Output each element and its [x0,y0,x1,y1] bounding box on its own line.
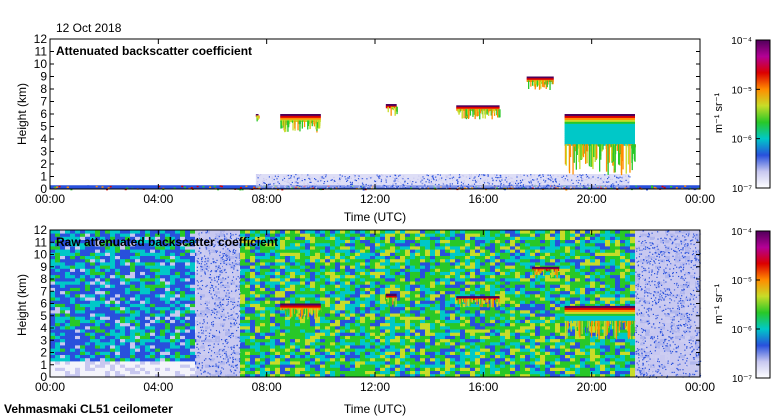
title-bottom: Raw attenuated backscatter coefficient [56,235,278,249]
x-tick-label: 08:00 [252,380,282,394]
feature-clear-gap [196,230,241,378]
x-tick-label: 12:00 [360,380,390,394]
y-tick-label: 1 [40,170,47,184]
y-tick-label: 0 [40,370,47,384]
y-tick-label: 8 [40,272,47,286]
colorbar-unit-bottom: m⁻¹ sr⁻¹ [713,284,725,325]
xlabel-top: Time (UTC) [344,210,406,224]
colorbar-tick-label: 10⁻⁶ [731,135,752,146]
y-tick-label: 3 [40,145,47,159]
y-tick-label: 0 [40,182,47,196]
feature-cloud [385,293,398,308]
y-tick-label: 12 [34,223,48,237]
colorbar-tick-label: 10⁻⁵ [731,276,752,287]
y-tick-label: 4 [40,321,47,335]
y-tick-label: 10 [34,248,48,262]
noise-field [50,230,701,378]
y-tick-label: 9 [40,260,47,274]
y-tick-label: 5 [40,309,47,323]
y-tick-label: 7 [40,95,47,109]
y-tick-label: 1 [40,358,47,372]
colorbar-tick-label: 10⁻⁶ [731,325,752,336]
y-tick-label: 4 [40,132,47,146]
x-tick-label: 08:00 [252,192,282,206]
ylabel-bottom: Height (km) [15,274,29,336]
y-tick-label: 9 [40,70,47,84]
instrument-label: Vehmasmaki CL51 ceilometer [4,402,173,416]
feature-cloud [456,105,501,120]
x-tick-label: 20:00 [577,380,607,394]
feature-cloud [280,114,321,133]
feature-cloud [564,114,636,176]
x-tick-label: 12:00 [360,192,390,206]
colorbar-tick-label: 10⁻⁷ [732,374,752,385]
colorbar-gradient [755,39,771,189]
ylabel-top: Height (km) [15,83,29,145]
y-tick-label: 2 [40,157,47,171]
y-tick-label: 8 [40,82,47,96]
x-tick-label: 00:00 [35,192,65,206]
colorbar-tick-label: 10⁻⁷ [732,184,752,195]
x-tick-label: 16:00 [468,192,498,206]
y-tick-label: 2 [40,346,47,360]
feature-cloud [532,266,560,279]
feature-cloud [526,76,554,90]
feature-boundary-layer [255,174,631,189]
y-tick-label: 12 [34,32,48,46]
y-tick-label: 6 [40,107,47,121]
x-tick-label: 16:00 [468,380,498,394]
y-tick-label: 6 [40,297,47,311]
backscatter-features [196,230,702,379]
colorbar-tick-label: 10⁻⁴ [731,227,752,238]
y-tick-label: 3 [40,333,47,347]
colorbar-bottom: 10⁻⁴ 10⁻⁵ 10⁻⁶ 10⁻⁷ m⁻¹ sr⁻¹ [713,227,771,385]
colorbar-gradient [755,230,771,379]
x-tick-label: 00:00 [685,380,715,394]
colorbar-tick-label: 10⁻⁵ [731,85,752,96]
x-tick-label: 20:00 [577,192,607,206]
feature-cloud [280,303,322,320]
date-label: 12 Oct 2018 [56,21,122,35]
feature-cloud [456,296,501,308]
feature-cloud [255,114,260,122]
colorbar-top: 10⁻⁴ 10⁻⁵ 10⁻⁶ 10⁻⁷ m⁻¹ sr⁻¹ [713,36,771,195]
x-tick-label: 00:00 [35,380,65,394]
x-tick-label: 04:00 [143,192,173,206]
y-tick-label: 5 [40,120,47,134]
colorbar-unit-top: m⁻¹ sr⁻¹ [713,93,725,134]
x-tick-label: 04:00 [143,380,173,394]
feature-cloud [385,104,398,116]
title-top: Attenuated backscatter coefficient [56,44,252,58]
feature-clear-gap [635,230,702,379]
y-tick-label: 7 [40,284,47,298]
y-tick-label: 10 [34,57,48,71]
y-tick-label: 11 [35,235,48,249]
xlabel-bottom: Time (UTC) [344,402,406,416]
x-tick-label: 00:00 [685,192,715,206]
y-tick-label: 11 [35,45,48,59]
colorbar-tick-label: 10⁻⁴ [731,36,752,47]
feature-cloud [564,305,636,340]
